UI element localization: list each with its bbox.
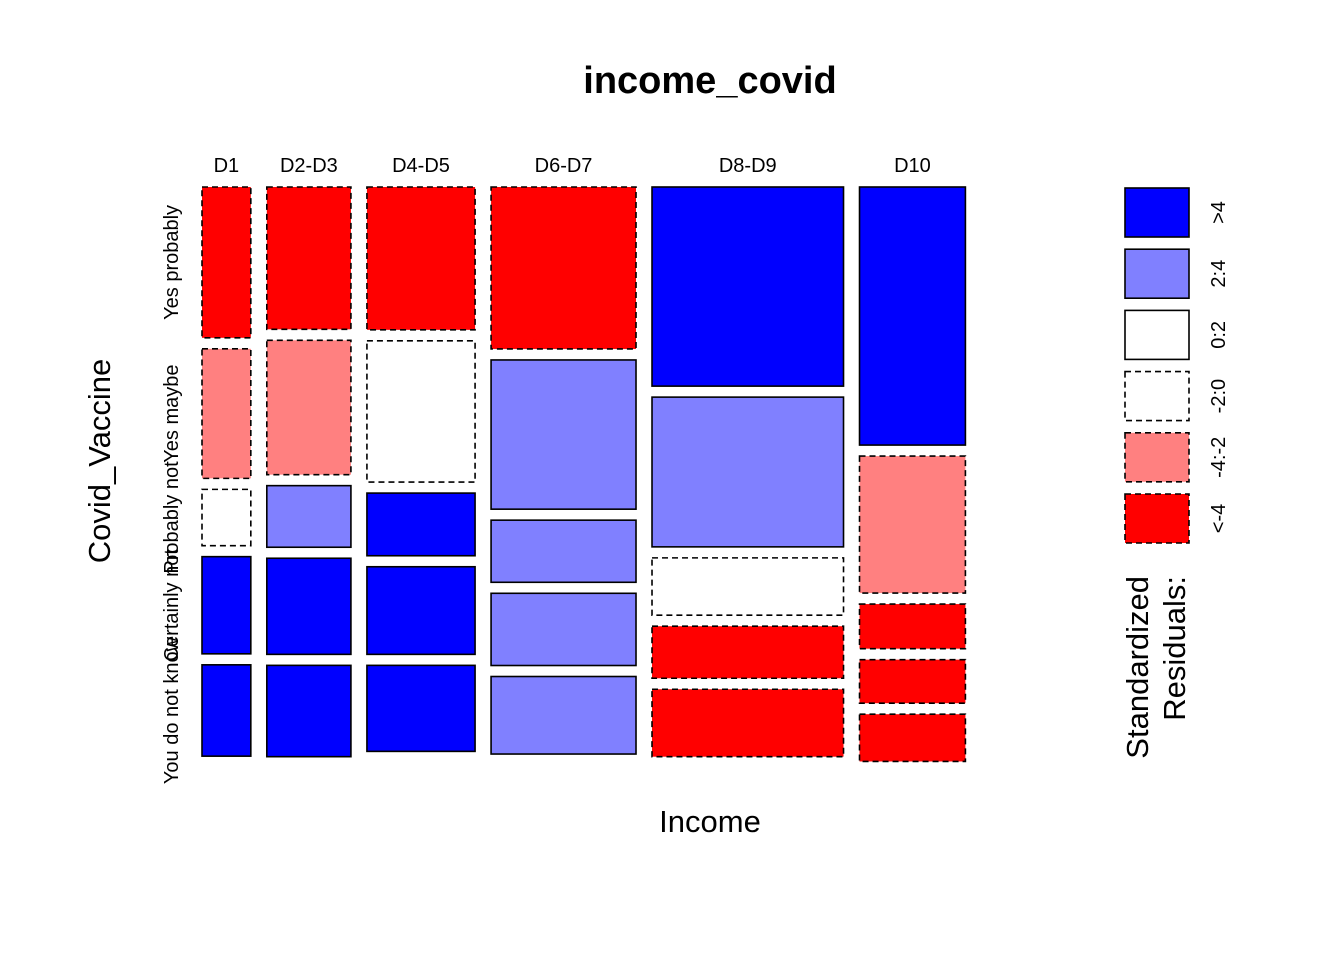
tile-d4-d5-certainly-not <box>366 565 476 656</box>
tile-d4-d5-yes-probably <box>366 186 476 331</box>
chart-title: income_covid <box>583 60 836 102</box>
column-label-d10: D10 <box>894 155 931 177</box>
legend-title-line-2: Residuals: <box>1157 576 1192 721</box>
legend-label-5: -4:-2 <box>1208 437 1230 478</box>
tile-d6-d7-probably-not <box>490 519 637 584</box>
row-label-yes-maybe: Yes maybe <box>161 364 183 462</box>
row-label-you-do-not-know: You do not know <box>161 636 183 784</box>
tile-d1-yes-probably <box>201 186 252 339</box>
tile-d10-certainly-not <box>858 658 967 705</box>
tile-d6-d7-yes-maybe <box>490 359 637 510</box>
tile-d8-d9-yes-probably <box>651 186 845 387</box>
column-labels: D1 D2-D3 D4-D5 D6-D7 D8-D9 D10 <box>214 155 931 177</box>
tile-d2-d3-probably-not <box>266 484 352 549</box>
tile-d10-yes-probably <box>858 186 967 446</box>
tile-d10-probably-not <box>858 603 967 650</box>
tile-d2-d3-yes-probably <box>266 186 352 331</box>
column-label-d2-d3: D2-D3 <box>280 155 338 177</box>
x-axis-label: Income <box>659 804 761 839</box>
legend-swatch-5 <box>1124 431 1190 483</box>
column-label-d1: D1 <box>214 155 240 177</box>
row-label-yes-probably: Yes probably <box>161 205 183 320</box>
tile-d1-you-do-not-know <box>201 664 252 757</box>
tile-d6-d7-yes-probably <box>490 186 637 350</box>
column-label-d8-d9: D8-D9 <box>719 155 777 177</box>
tile-d2-d3-you-do-not-know <box>266 664 352 758</box>
column-label-d6-d7: D6-D7 <box>535 155 593 177</box>
tile-d6-d7-certainly-not <box>490 592 637 667</box>
legend-title-line-1: Standardized <box>1120 576 1155 759</box>
legend-label-6: <-4 <box>1208 504 1230 533</box>
tile-d1-certainly-not <box>201 555 252 655</box>
legend-boxes: >4 2:4 0:2 -2:0 -4:-2 <-4 <box>1124 187 1230 544</box>
tile-d8-d9-you-do-not-know <box>651 688 845 758</box>
row-label-probably-not: Probably not <box>161 461 183 574</box>
column-label-d4-d5: D4-D5 <box>392 155 450 177</box>
legend-label-1: >4 <box>1208 201 1230 224</box>
tile-d4-d5-yes-maybe <box>366 340 476 483</box>
tile-d10-yes-maybe <box>858 455 967 594</box>
tile-d1-probably-not <box>201 488 252 547</box>
y-axis-label: Covid_Vaccine <box>82 359 117 563</box>
legend-swatch-1 <box>1124 187 1190 238</box>
tile-d4-d5-probably-not <box>366 492 476 557</box>
tile-d4-d5-you-do-not-know <box>366 664 476 753</box>
legend-swatch-2 <box>1124 248 1190 299</box>
row-label-certainly-not: Certainly not <box>161 549 183 662</box>
mosaic-tiles <box>201 186 967 763</box>
tile-d8-d9-probably-not <box>651 557 845 617</box>
legend-swatch-6 <box>1124 493 1190 544</box>
legend-label-2: 2:4 <box>1208 260 1230 288</box>
tile-d6-d7-you-do-not-know <box>490 675 637 755</box>
legend: >4 2:4 0:2 -2:0 -4:-2 <-4 Standardized Residu… <box>1120 187 1230 759</box>
tile-d2-d3-certainly-not <box>266 557 352 656</box>
legend-swatch-4 <box>1124 370 1190 422</box>
tile-d10-you-do-not-know <box>858 713 967 763</box>
tile-d2-d3-yes-maybe <box>266 339 352 476</box>
legend-swatch-3 <box>1124 309 1190 361</box>
tile-d8-d9-certainly-not <box>651 625 845 680</box>
legend-label-4: -2:0 <box>1208 379 1230 413</box>
tile-d1-yes-maybe <box>201 348 252 480</box>
legend-label-3: 0:2 <box>1208 321 1230 349</box>
tile-d8-d9-yes-maybe <box>651 396 845 548</box>
